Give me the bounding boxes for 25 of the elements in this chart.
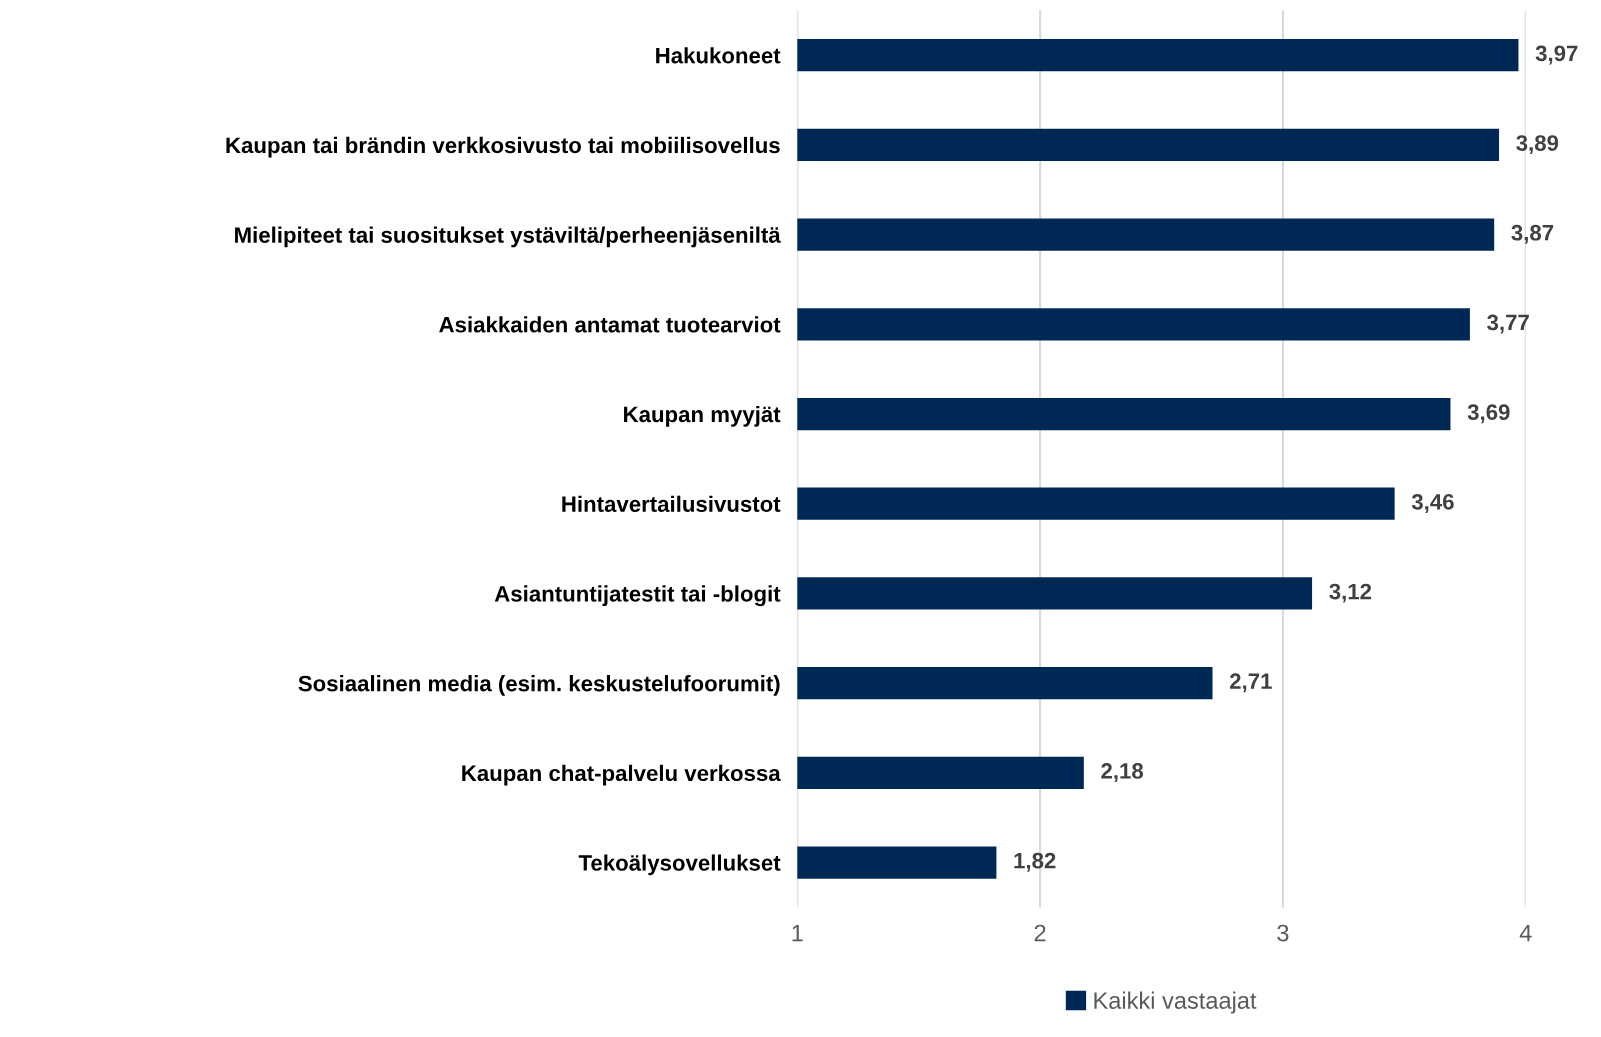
y-tick-label: Hintavertailusivustot (562, 495, 781, 512)
x-tick-label: 3 (1277, 924, 1289, 942)
data-label: 3,87 (1511, 224, 1554, 244)
y-tick-label: Sosiaalinen media (esim. keskustelufoorumit) (298, 675, 780, 696)
y-tick-label: Asiakkaiden antamat tuotearviot (439, 316, 781, 333)
data-label: 3,69 (1467, 404, 1510, 424)
data-label: 3,89 (1516, 135, 1559, 155)
x-tick-label: 1 (792, 924, 803, 942)
y-tick-label: Asiantuntijatestit tai -blogit (494, 585, 781, 607)
y-tick-label: Kaupan chat-palvelu verkossa (462, 764, 781, 786)
y-tick-label: Hakukoneet (656, 47, 781, 64)
x-tick-label: 4 (1519, 924, 1532, 942)
data-label: 3,46 (1411, 493, 1454, 513)
y-tick-label: Mielipiteet tai suositukset ystäviltä/perheenjäseniltä (235, 226, 781, 248)
data-label: 1,82 (1014, 852, 1056, 872)
data-label: 2,71 (1229, 673, 1272, 693)
y-tick-label: Kaupan tai brändin verkkosivusto tai mobiilisovellus (226, 136, 780, 158)
data-label: 2,18 (1101, 763, 1144, 783)
x-tick-label: 2 (1034, 924, 1046, 942)
data-label: 3,12 (1329, 583, 1372, 603)
y-tick-label: Tekoälysovellukset (578, 854, 781, 876)
data-label: 3,97 (1535, 45, 1578, 65)
data-label: 3,77 (1487, 314, 1529, 334)
y-tick-label: Kaupan myyjät (624, 405, 781, 427)
legend-label: Kaikki vastaajat (1094, 991, 1257, 1014)
